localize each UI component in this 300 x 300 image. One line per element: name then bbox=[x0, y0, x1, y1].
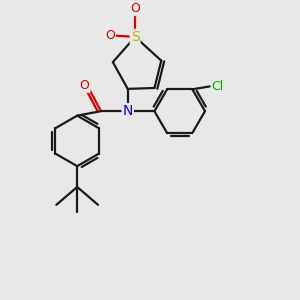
Text: S: S bbox=[131, 30, 140, 44]
Text: O: O bbox=[80, 79, 89, 92]
Text: O: O bbox=[130, 2, 140, 15]
Text: N: N bbox=[122, 104, 133, 118]
Text: Cl: Cl bbox=[212, 80, 224, 93]
Text: O: O bbox=[105, 29, 115, 42]
